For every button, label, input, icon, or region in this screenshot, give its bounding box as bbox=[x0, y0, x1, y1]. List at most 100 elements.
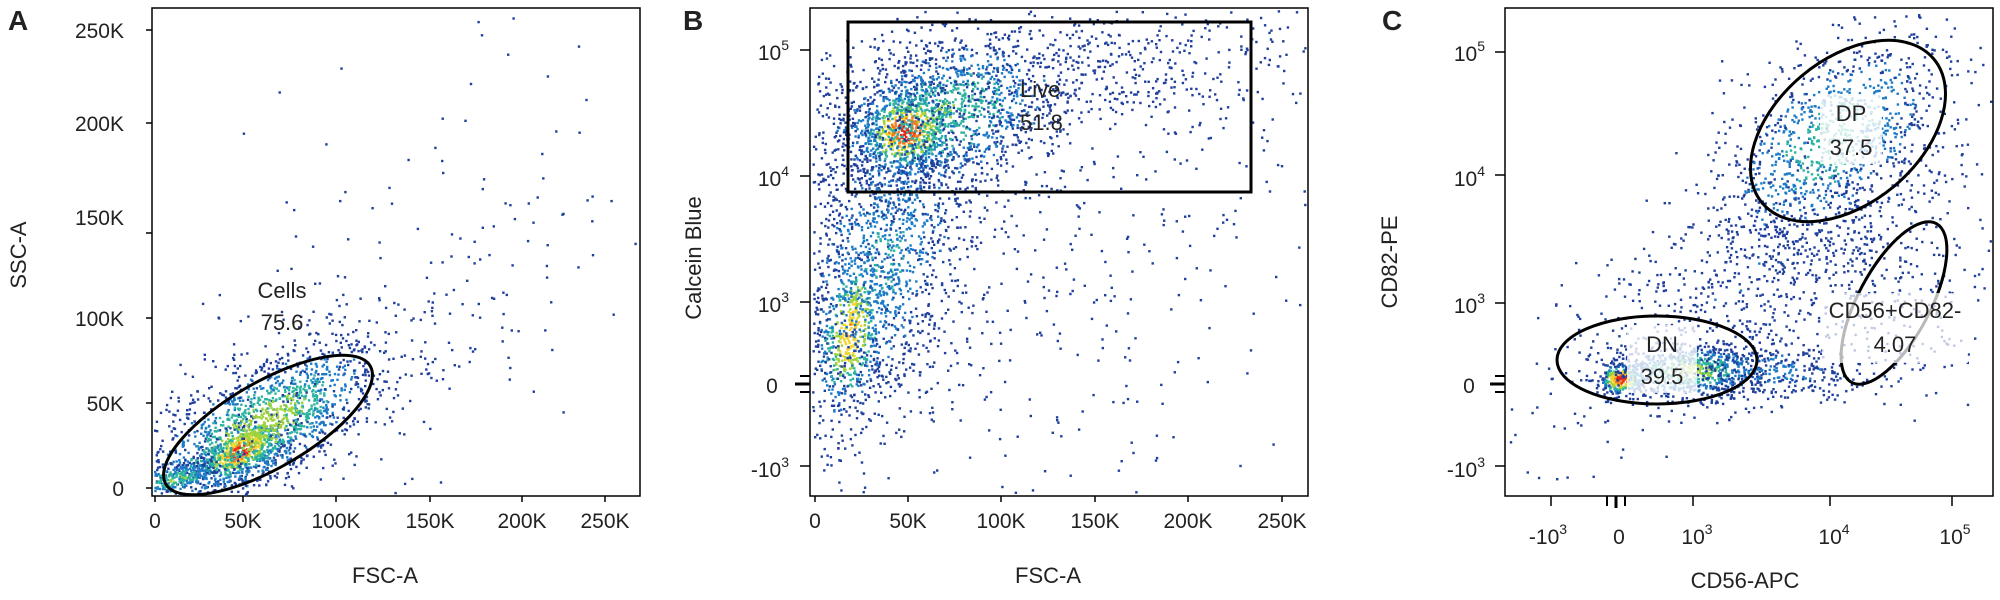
density-point bbox=[966, 72, 969, 75]
density-point bbox=[939, 136, 943, 140]
density-point bbox=[317, 373, 320, 376]
density-point bbox=[1027, 125, 1030, 129]
density-point bbox=[941, 100, 944, 103]
density-point bbox=[965, 48, 969, 51]
density-point bbox=[911, 74, 914, 77]
density-point bbox=[331, 423, 334, 426]
density-point bbox=[954, 166, 957, 170]
density-point bbox=[224, 465, 227, 468]
density-point bbox=[914, 134, 917, 137]
density-point bbox=[988, 38, 992, 41]
density-point bbox=[989, 55, 992, 58]
density-point bbox=[904, 85, 907, 89]
density-point bbox=[280, 433, 283, 437]
density-point bbox=[295, 407, 299, 411]
density-point bbox=[333, 403, 336, 406]
density-point bbox=[398, 376, 402, 380]
density-point bbox=[298, 411, 301, 414]
density-point bbox=[941, 114, 944, 117]
density-point bbox=[404, 373, 407, 376]
density-point bbox=[835, 209, 838, 212]
density-point bbox=[995, 51, 999, 54]
density-point bbox=[1021, 92, 1025, 95]
density-point bbox=[159, 474, 162, 477]
density-point bbox=[909, 105, 913, 108]
density-point bbox=[203, 452, 207, 456]
density-point bbox=[898, 80, 901, 84]
density-point bbox=[869, 222, 872, 225]
density-point bbox=[910, 150, 913, 153]
density-point bbox=[312, 389, 315, 392]
density-point bbox=[219, 445, 222, 448]
density-point bbox=[1013, 30, 1017, 33]
density-point bbox=[306, 350, 310, 354]
density-point bbox=[178, 452, 182, 456]
density-point bbox=[265, 468, 269, 472]
density-point bbox=[231, 434, 234, 438]
density-point bbox=[924, 44, 928, 47]
density-point bbox=[903, 158, 906, 162]
density-point bbox=[217, 482, 220, 486]
density-point bbox=[266, 389, 269, 393]
density-point bbox=[944, 136, 947, 140]
density-point bbox=[1080, 111, 1083, 114]
density-point bbox=[896, 152, 899, 155]
density-point bbox=[861, 119, 865, 122]
density-point bbox=[272, 408, 275, 411]
density-point bbox=[233, 468, 236, 471]
density-point bbox=[825, 52, 828, 55]
density-point bbox=[172, 480, 175, 483]
density-point bbox=[311, 430, 314, 433]
density-point bbox=[238, 435, 241, 438]
density-point bbox=[227, 399, 230, 402]
density-point bbox=[238, 399, 242, 402]
density-point bbox=[964, 117, 967, 120]
density-point bbox=[896, 188, 899, 191]
density-point bbox=[906, 152, 909, 155]
density-point bbox=[511, 264, 514, 267]
density-point bbox=[1081, 61, 1084, 64]
density-point bbox=[210, 432, 214, 435]
density-point bbox=[918, 200, 922, 203]
density-point bbox=[851, 70, 854, 73]
density-point bbox=[962, 93, 965, 97]
density-point bbox=[923, 110, 927, 114]
density-point bbox=[911, 115, 914, 118]
density-point bbox=[1002, 144, 1005, 148]
density-point bbox=[384, 285, 387, 288]
density-point bbox=[157, 460, 160, 464]
density-point bbox=[952, 172, 955, 175]
density-point bbox=[333, 394, 336, 397]
density-point bbox=[866, 126, 870, 129]
density-point bbox=[169, 471, 172, 474]
density-point bbox=[952, 52, 955, 55]
density-point bbox=[946, 111, 950, 115]
density-point bbox=[868, 133, 872, 136]
density-point bbox=[231, 413, 234, 417]
density-point bbox=[1109, 106, 1113, 110]
density-point bbox=[913, 114, 916, 117]
density-point bbox=[169, 478, 173, 482]
density-point bbox=[1020, 110, 1024, 113]
density-point bbox=[857, 119, 861, 122]
density-point bbox=[288, 463, 292, 466]
density-point bbox=[300, 409, 303, 413]
density-point bbox=[300, 422, 303, 425]
density-point bbox=[411, 358, 415, 361]
density-point bbox=[1133, 93, 1136, 96]
density-point bbox=[915, 104, 918, 107]
density-point bbox=[1244, 52, 1247, 56]
density-point bbox=[1007, 54, 1011, 58]
density-point bbox=[289, 397, 293, 400]
density-point bbox=[294, 344, 297, 347]
density-point bbox=[260, 366, 264, 370]
density-point bbox=[980, 95, 983, 99]
density-point bbox=[285, 446, 289, 450]
density-point bbox=[224, 402, 227, 405]
density-point bbox=[932, 130, 935, 133]
density-point bbox=[848, 89, 852, 92]
density-point bbox=[938, 121, 942, 124]
density-point bbox=[303, 370, 307, 373]
density-point bbox=[921, 113, 924, 116]
density-point bbox=[207, 466, 210, 470]
